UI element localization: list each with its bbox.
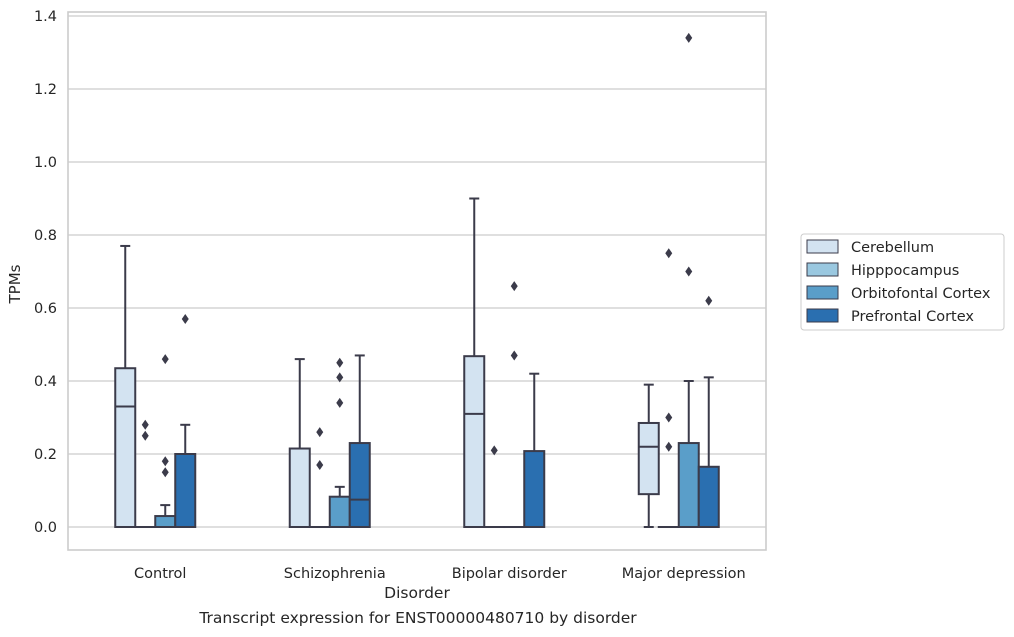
y-tick-label: 0.6: [34, 301, 57, 317]
box-body: [697, 465, 720, 528]
box-body: [348, 442, 371, 528]
y-axis-label: TPMs: [6, 264, 24, 304]
y-tick-label: 0.2: [34, 447, 57, 463]
box-body: [154, 515, 177, 528]
box-3-0: [174, 423, 197, 528]
outlier-marker: [665, 412, 673, 423]
legend-label: Cerebellum: [851, 240, 934, 256]
legend-swatch: [806, 239, 839, 254]
outlier-marker: [336, 372, 344, 383]
outlier-marker: [490, 445, 498, 456]
box-body: [114, 367, 137, 528]
legend-swatch: [806, 285, 839, 300]
box-groups: [114, 197, 720, 529]
y-tick-label: 1.0: [34, 155, 57, 171]
outlier-points: [141, 32, 713, 478]
legend: Cerebellum Hipppocampus Orbitofontal Corte…: [800, 233, 1005, 331]
outlier-marker: [161, 456, 169, 467]
outlier-marker: [685, 266, 693, 277]
outlier-marker: [141, 430, 149, 441]
x-tick-label: Major depression: [622, 566, 746, 582]
box-body: [328, 495, 351, 528]
outlier-marker: [161, 467, 169, 478]
box-2-0: [154, 504, 177, 528]
y-tick-label: 1.4: [34, 9, 57, 25]
x-tick-label: Control: [134, 566, 186, 582]
y-tick-label: 0.4: [34, 374, 57, 390]
box-3-2: [523, 372, 546, 528]
x-axis-label: Disorder: [384, 584, 450, 602]
outlier-marker: [141, 419, 149, 430]
legend-label: Hipppocampus: [851, 263, 959, 279]
outlier-marker: [316, 459, 324, 470]
x-tick-label: Schizophrenia: [284, 566, 386, 582]
box-body: [523, 450, 546, 528]
box-0-0: [114, 244, 137, 528]
plot-frame: [67, 11, 767, 551]
outlier-marker: [336, 357, 344, 368]
outlier-marker: [510, 350, 518, 361]
outlier-marker: [161, 354, 169, 365]
outlier-marker: [316, 427, 324, 438]
legend-swatch: [806, 308, 839, 323]
legend-swatch: [806, 262, 839, 277]
y-axis-ticks: 0.0 0.2 0.4 0.6 0.8 1.0 1.2 1.4: [34, 9, 57, 536]
y-tick-label: 1.2: [34, 82, 57, 98]
legend-label: Prefrontal Cortex: [851, 309, 974, 325]
legend-frame: [800, 233, 1005, 331]
outlier-marker: [510, 281, 518, 292]
outlier-marker: [336, 397, 344, 408]
box-3-1: [348, 354, 371, 528]
y-tick-label: 0.0: [34, 520, 57, 536]
box-0-2: [463, 197, 486, 528]
box-body: [288, 447, 311, 528]
y-tick-label: 0.8: [34, 228, 57, 244]
outlier-marker: [181, 313, 189, 324]
box-0-1: [288, 358, 311, 528]
outlier-marker: [665, 441, 673, 452]
outlier-marker: [685, 32, 693, 43]
x-tick-label: Bipolar disorder: [452, 566, 567, 582]
gridlines: [68, 15, 766, 528]
box-0-3: [637, 383, 660, 528]
figure-caption: Transcript expression for ENST0000048071…: [199, 609, 637, 627]
box-3-3: [697, 376, 720, 528]
box-body: [463, 355, 486, 528]
box-2-1: [328, 485, 351, 528]
legend-label: Orbitofontal Cortex: [851, 286, 991, 302]
box-body: [677, 442, 700, 528]
box-body: [637, 421, 660, 496]
outlier-marker: [665, 248, 673, 259]
box-body: [174, 453, 197, 528]
x-axis-ticks: Control Schizophrenia Bipolar disorder Majo…: [134, 566, 746, 582]
outlier-marker: [705, 295, 713, 306]
box-2-3: [677, 380, 700, 528]
